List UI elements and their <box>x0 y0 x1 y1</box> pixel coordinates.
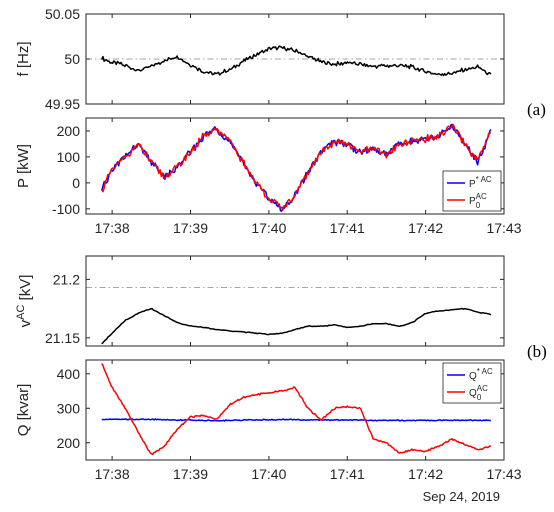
y-axis-label: P [kW] <box>15 144 32 188</box>
plot-area <box>86 256 504 346</box>
y-tick-label: 200 <box>57 123 81 139</box>
y-tick-label: 50 <box>64 51 80 67</box>
panel-label-b: (b) <box>527 342 547 361</box>
legend-label-base: Q <box>469 371 477 382</box>
x-tick-label: 17:39 <box>173 466 208 482</box>
x-tick-label: 17:40 <box>251 466 286 482</box>
legend-label-2: PAC 0 <box>469 192 487 210</box>
y-axis-label-base: v <box>17 319 34 327</box>
x-tick-label: 17:42 <box>408 220 443 236</box>
x-tick-label: 17:43 <box>486 220 521 236</box>
legend-label-base: Q <box>469 388 477 399</box>
legend-label-sup: * AC <box>476 175 492 184</box>
x-tick-label: 17:39 <box>173 220 208 236</box>
y-tick-label: 400 <box>57 366 81 382</box>
y-axis-label-sup: AC <box>15 305 27 320</box>
x-tick-label: 17:38 <box>95 220 130 236</box>
axes-4: 200 300 400 17:38 17:39 17:40 17:41 17:42 17:43 Q… <box>15 359 522 482</box>
axes-frame <box>85 359 505 461</box>
y-tick-label: -100 <box>52 201 80 217</box>
y-axis-label: Q [kvar] <box>15 384 32 437</box>
y-tick-label: 200 <box>57 435 81 451</box>
legend-label-1: Q* AC <box>469 367 493 382</box>
x-tick-label: 17:41 <box>330 466 365 482</box>
x-tick-label: 17:40 <box>251 220 286 236</box>
axes-frame <box>85 117 505 215</box>
y-tick-label: 0 <box>72 175 80 191</box>
axes-1: 49.95 50 50.05 f [Hz] <box>15 6 505 112</box>
date-label: Sep 24, 2019 <box>423 489 500 504</box>
axes-3: 21.15 21.2 vAC [kV] <box>15 255 505 347</box>
legend-box <box>442 362 502 404</box>
x-tick-label: 17:41 <box>330 220 365 236</box>
legend-label-sub: 0 <box>477 393 482 402</box>
axes-2: -100 0 100 200 17:38 17:39 17:40 17:41 17:42 17:4… <box>15 117 522 236</box>
legend-label-base: P <box>469 179 476 190</box>
x-tick-label: 17:38 <box>95 466 130 482</box>
y-tick-label: 21.2 <box>53 271 80 287</box>
legend-label-base: P <box>469 196 476 207</box>
y-tick-label: 50.05 <box>45 6 80 22</box>
legend-label-sup: AC <box>476 192 487 201</box>
x-tick-label: 17:43 <box>486 466 521 482</box>
series-line-1 <box>101 307 492 345</box>
series-line-2 <box>101 123 492 211</box>
plot-area <box>86 360 504 460</box>
x-tick-label: 17:42 <box>408 466 443 482</box>
y-tick-label: 49.95 <box>45 96 80 112</box>
legend-box <box>442 170 502 212</box>
series-line-1 <box>101 45 492 77</box>
y-axis-label: vAC [kV] <box>15 275 34 328</box>
y-tick-label: 300 <box>57 400 81 416</box>
panel-label-a: (a) <box>527 100 546 119</box>
legend-label-sup: AC <box>477 384 488 393</box>
axes-frame <box>85 255 505 347</box>
y-axis-label-unit: [kV] <box>17 275 34 305</box>
series-line-1 <box>101 418 491 422</box>
legend-label-1: P* AC <box>469 175 492 190</box>
y-axis-label: f [Hz] <box>15 41 32 76</box>
y-tick-label: 21.15 <box>45 330 80 346</box>
legend-label-2: QAC 0 <box>469 384 488 402</box>
panels: 49.95 50 50.05 f [Hz] -100 0 100 200 17:38 17:39 1… <box>15 6 522 482</box>
series-line-2 <box>101 363 492 456</box>
legend-label-sub: 0 <box>476 201 481 210</box>
legend-label-sup: * AC <box>477 367 493 376</box>
y-tick-label: 100 <box>57 149 81 165</box>
